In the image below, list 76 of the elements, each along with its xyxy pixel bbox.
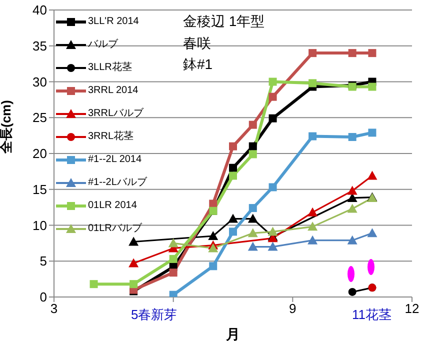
- text: 5春新芽: [131, 306, 178, 324]
- point: [209, 262, 218, 270]
- point: [268, 183, 277, 192]
- y-axis-title: 全長(cm): [0, 100, 14, 154]
- point: [347, 186, 358, 195]
- point: [128, 258, 139, 268]
- legend-label: 3RRLバルブ: [88, 106, 144, 120]
- y-tick-label: 25: [32, 110, 47, 126]
- point: [208, 231, 218, 240]
- point: [248, 228, 258, 238]
- point: [229, 164, 237, 172]
- point: [308, 235, 318, 244]
- point: [248, 204, 257, 212]
- y-tick-label: 0: [40, 290, 47, 305]
- point: [348, 49, 356, 58]
- point: [308, 49, 317, 58]
- point: [229, 172, 237, 180]
- point: [90, 280, 98, 288]
- y-tick-label: 40: [32, 2, 47, 18]
- legend-label: 01LR 2014: [88, 198, 137, 212]
- point: [248, 150, 257, 158]
- point: [367, 170, 378, 180]
- point: [348, 288, 356, 296]
- y-tick-label: 10: [32, 218, 47, 233]
- point: [248, 242, 258, 251]
- point: [348, 132, 356, 141]
- legend-label: 3RRL花茎: [88, 130, 134, 144]
- point: [268, 114, 277, 122]
- y-tick-label: 35: [32, 38, 47, 54]
- point: [248, 142, 257, 150]
- x-tick-label: 3: [50, 301, 58, 316]
- point: [168, 238, 178, 248]
- point: [248, 120, 257, 129]
- legend-label: 3LL'R 2014: [88, 14, 139, 28]
- point: [347, 235, 358, 244]
- x-axis-title: 月: [225, 326, 240, 341]
- point: [268, 78, 277, 86]
- point: [248, 214, 258, 223]
- y-tick-label: 5: [40, 254, 47, 269]
- point: [128, 236, 139, 246]
- y-tick-label: 15: [32, 182, 47, 197]
- y-tick-label: 30: [32, 74, 47, 90]
- point: [368, 128, 376, 137]
- point: [347, 204, 358, 213]
- point: [368, 82, 376, 91]
- point: [209, 200, 218, 208]
- point: [367, 228, 378, 238]
- point: [368, 49, 376, 58]
- text: 11花茎: [352, 306, 392, 324]
- y-tick-label: 20: [32, 146, 47, 162]
- point: [130, 280, 138, 288]
- point: [228, 214, 238, 223]
- legend-label: 01LRバルブ: [88, 222, 142, 236]
- point: [268, 242, 278, 251]
- legend-label: 3LLR花茎: [88, 60, 132, 74]
- point: [308, 79, 317, 88]
- point: [169, 268, 178, 277]
- annotation: 鉢#1: [183, 56, 213, 74]
- legend-label: #1--2Lバルブ: [88, 176, 147, 190]
- annotation: 金稜辺 1年型: [183, 13, 265, 31]
- legend-label: #1--2L 2014: [88, 152, 142, 166]
- point: [169, 290, 178, 297]
- point: [308, 207, 318, 216]
- annotation: 春咲: [183, 35, 211, 53]
- point: [268, 92, 277, 101]
- point: [229, 228, 237, 236]
- x-tick-label: 12: [404, 301, 420, 316]
- legend-label: 3RRL 2014: [88, 84, 138, 98]
- point: [229, 142, 237, 150]
- point: [208, 243, 218, 252]
- point: [169, 254, 178, 263]
- x-tick-label: 9: [289, 301, 296, 316]
- legend-label: バルブ: [88, 38, 118, 52]
- point: [308, 132, 317, 140]
- point: [268, 226, 278, 236]
- point: [308, 222, 318, 231]
